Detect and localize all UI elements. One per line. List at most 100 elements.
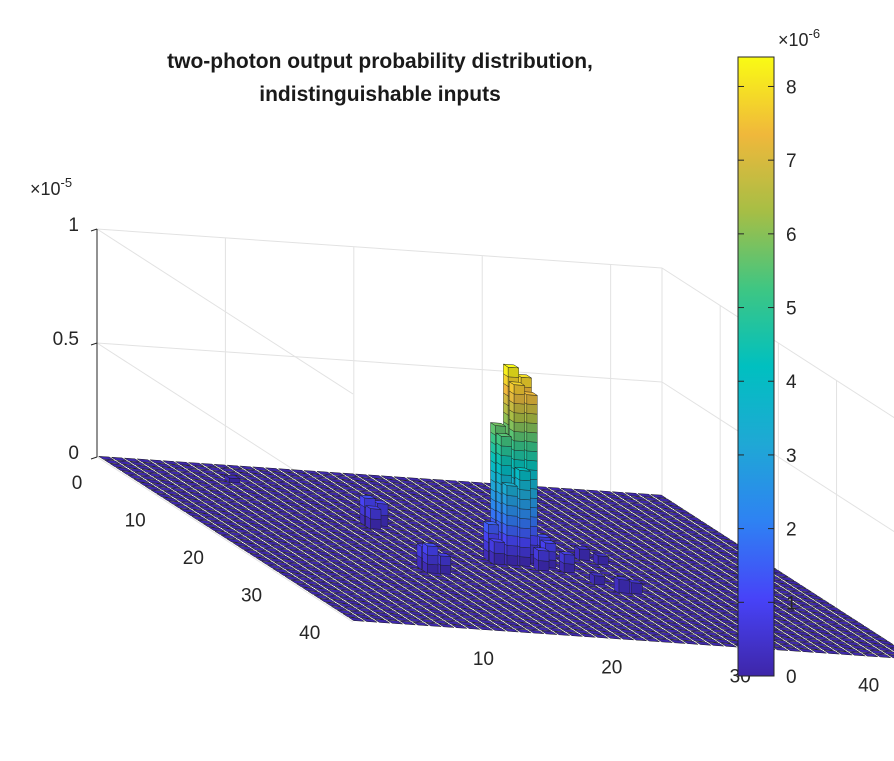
bar [124, 457, 140, 463]
bar [216, 480, 234, 486]
bar-top [322, 504, 341, 510]
bar-top [540, 489, 557, 495]
bar [571, 568, 589, 574]
bar [309, 473, 327, 479]
bar-top [590, 499, 608, 505]
bar [643, 563, 661, 569]
bar-top [654, 578, 672, 583]
bar-top [319, 494, 335, 499]
bar [173, 467, 191, 473]
bar [594, 547, 612, 552]
bar [557, 507, 573, 513]
bar [882, 644, 894, 649]
bar-top [454, 500, 471, 505]
bar [708, 598, 727, 604]
bar-top [279, 491, 297, 497]
bar-top [795, 624, 812, 630]
bar-top [443, 523, 460, 528]
bar-top [626, 515, 644, 521]
bar-top [431, 485, 447, 490]
bar [706, 574, 724, 580]
bar [627, 509, 645, 514]
bar-top [685, 583, 703, 589]
bar-top [473, 505, 489, 510]
bar-top [609, 504, 626, 510]
bar [673, 582, 690, 588]
bar-top [621, 512, 638, 517]
bar-top [679, 549, 696, 555]
bar-top [789, 584, 807, 589]
bar-top [593, 552, 610, 557]
bar-face [538, 550, 550, 562]
bar [851, 638, 868, 643]
bar [399, 516, 416, 522]
bar-top [806, 602, 823, 607]
bar-top [111, 456, 127, 462]
bar-top [701, 571, 718, 576]
bar-top [434, 532, 452, 538]
bar-top [167, 470, 183, 476]
bar-top [404, 520, 422, 526]
bar-top [565, 498, 582, 503]
bar [599, 527, 615, 532]
bar [403, 527, 421, 532]
bar-top [718, 582, 736, 587]
bar [650, 567, 666, 573]
bar [354, 473, 372, 479]
bar-top [550, 503, 568, 509]
bar-top [695, 530, 713, 536]
bar [431, 485, 447, 490]
bar-top [689, 600, 707, 606]
bar [648, 537, 666, 542]
bar [111, 456, 127, 462]
bar [640, 583, 658, 589]
bar [598, 490, 615, 495]
bar [389, 496, 407, 501]
bar-top [592, 523, 610, 529]
bar-top [549, 510, 567, 516]
bar-top [403, 527, 421, 532]
bar-top [191, 479, 208, 484]
bar-top [691, 550, 709, 555]
bar-top [584, 533, 602, 538]
bar [826, 630, 844, 635]
bar-top [572, 525, 590, 531]
bar [618, 525, 636, 530]
bar-top [583, 502, 601, 508]
bar [601, 551, 617, 556]
bar [319, 487, 337, 493]
bar [714, 535, 731, 540]
bar [791, 607, 809, 613]
bar-top [559, 524, 577, 530]
bar [420, 508, 437, 513]
bar [571, 495, 589, 500]
bar-top [649, 530, 667, 536]
bar-top [334, 475, 352, 481]
bar [545, 493, 564, 499]
bar [712, 548, 729, 554]
bar [684, 553, 702, 558]
bar-top [712, 548, 729, 554]
bar [406, 477, 423, 482]
bar [598, 497, 614, 502]
bar-top [312, 490, 330, 496]
bar-top [617, 495, 635, 500]
bar-top [710, 555, 728, 560]
bar-top [819, 632, 837, 638]
bar [622, 505, 639, 510]
bar-top [798, 611, 814, 616]
bar [383, 499, 399, 504]
bar-top [810, 612, 828, 617]
bar [624, 566, 641, 571]
bar [796, 587, 812, 593]
bar [772, 572, 789, 578]
bar-top [260, 494, 277, 499]
bar [706, 581, 722, 586]
bar [271, 471, 288, 476]
bar-top [585, 496, 602, 501]
bar [693, 574, 711, 579]
bar [699, 577, 717, 583]
bar [604, 567, 621, 573]
bar [441, 536, 458, 541]
bar [129, 461, 147, 466]
